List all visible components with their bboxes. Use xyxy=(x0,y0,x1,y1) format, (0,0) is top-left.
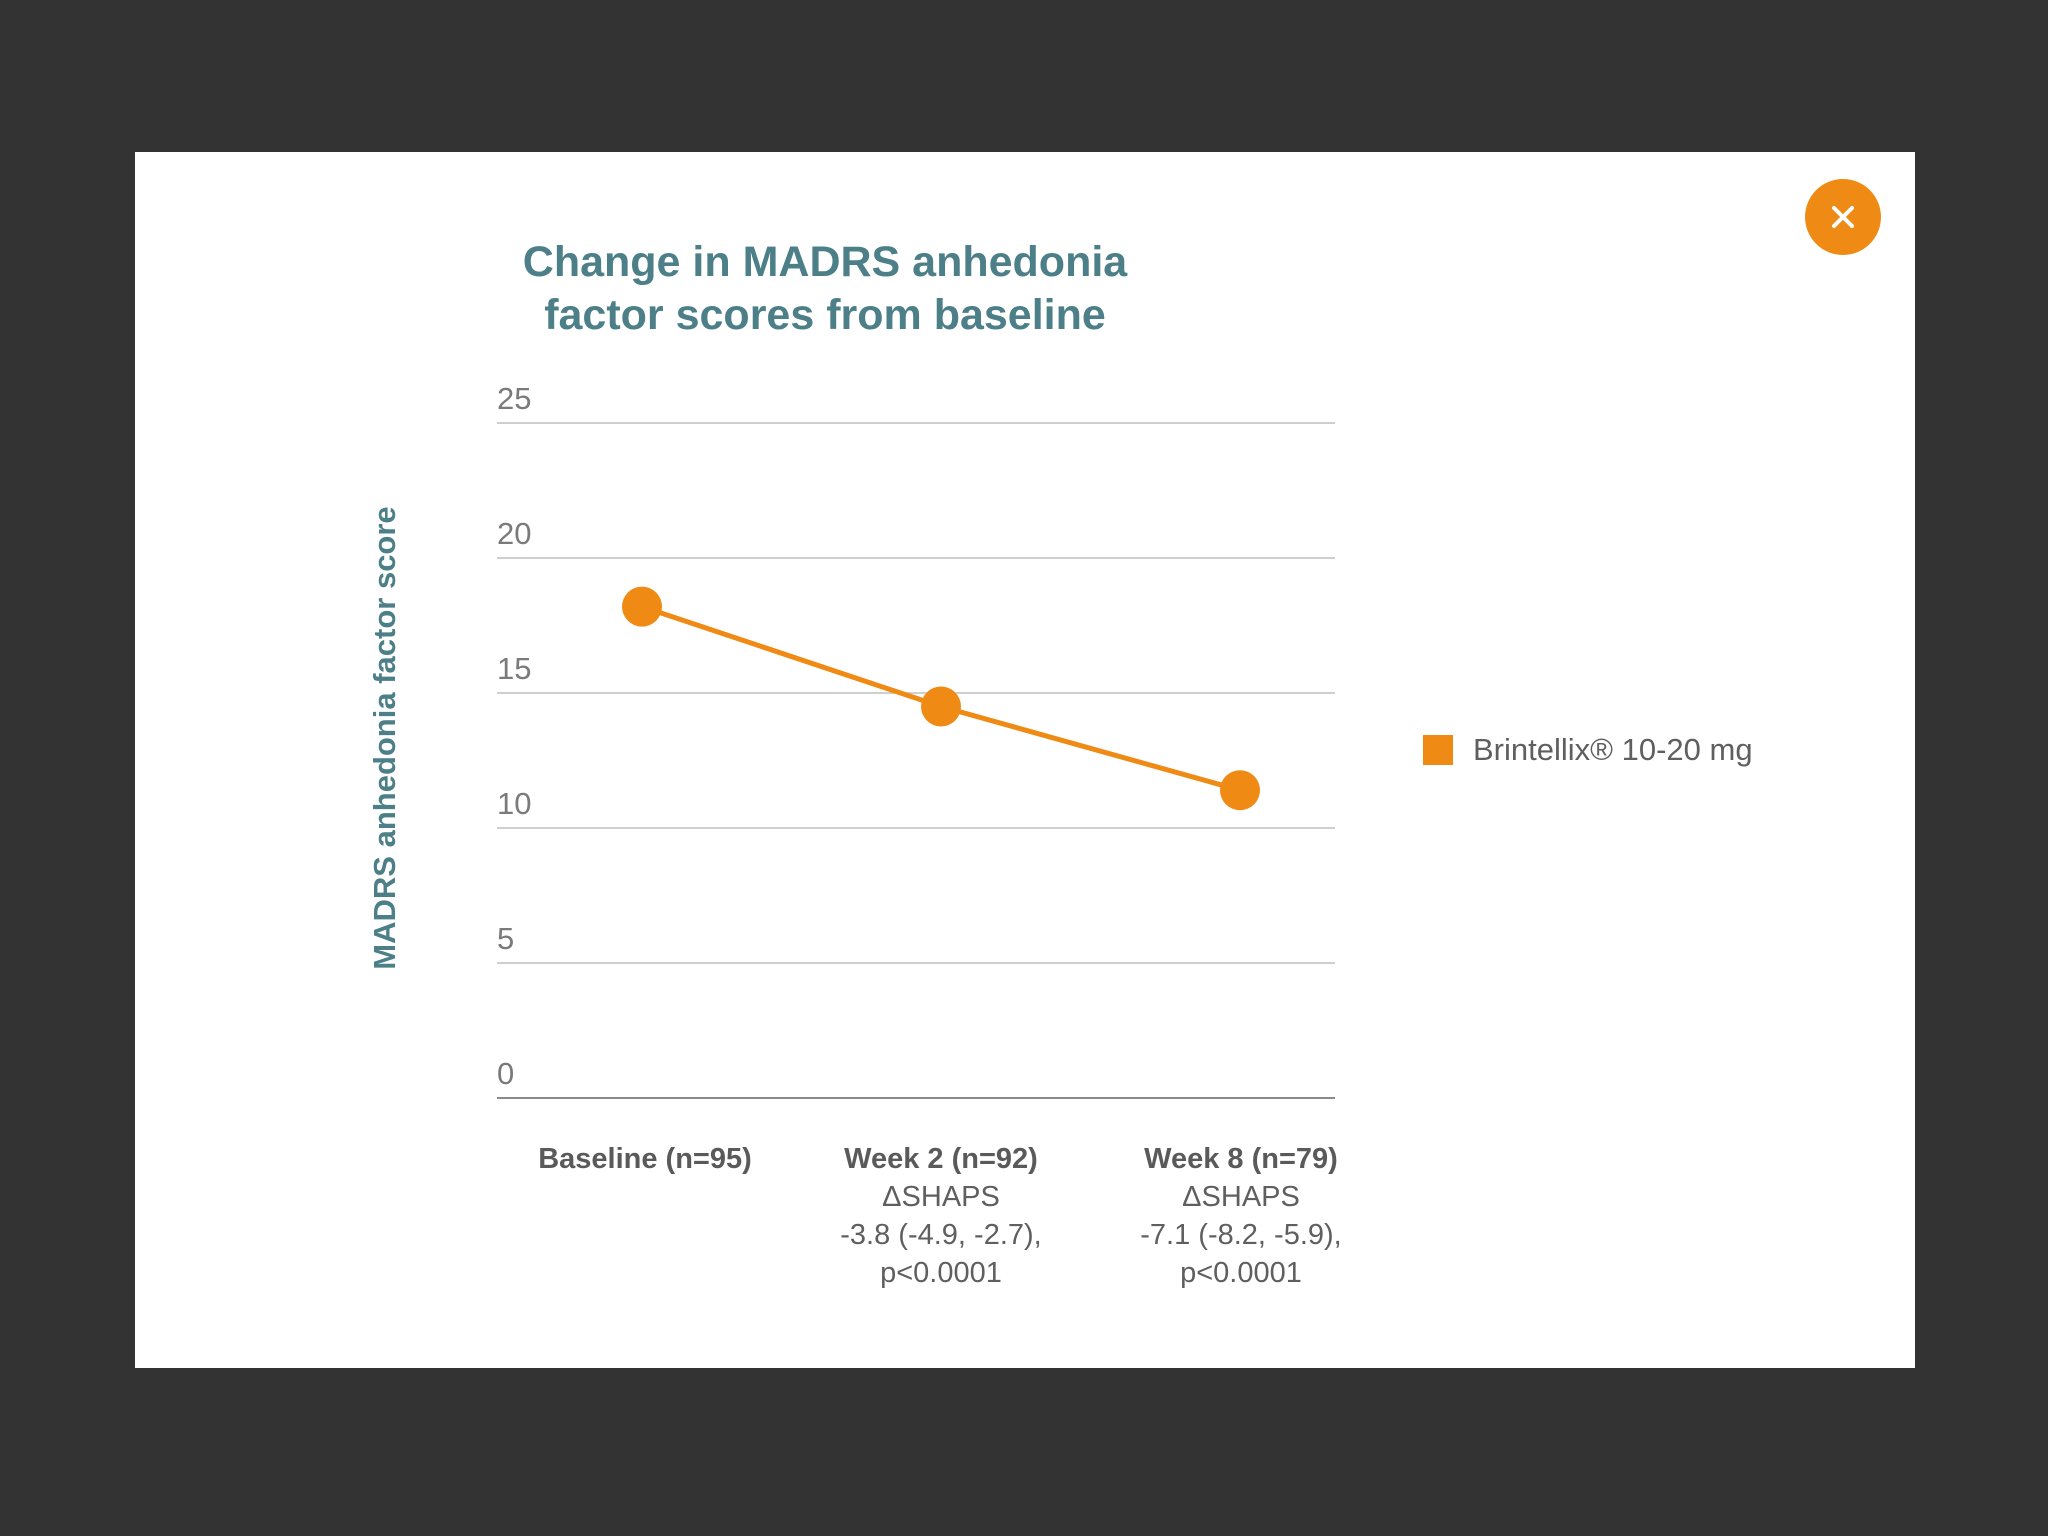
chart-title: Change in MADRS anhedonia factor scores … xyxy=(425,236,1225,342)
y-tick-label: 25 xyxy=(497,381,531,416)
x-category-label: Week 2 (n=92) xyxy=(844,1143,1038,1175)
x-category-label: Week 8 (n=79) xyxy=(1144,1143,1338,1175)
y-tick-label: 20 xyxy=(497,516,531,551)
delta-label: ΔSHAPS xyxy=(1182,1181,1300,1213)
chart-modal: Change in MADRS anhedonia factor scores … xyxy=(135,152,1915,1368)
chart-legend: Brintellix® 10-20 mg xyxy=(1423,732,1753,768)
delta-label: ΔSHAPS xyxy=(882,1181,1000,1213)
data-point xyxy=(622,586,662,627)
line-chart: 0 5 10 15 20 25 xyxy=(497,381,1335,1099)
y-tick-label: 10 xyxy=(497,786,531,821)
chart-title-line-1: Change in MADRS anhedonia xyxy=(522,238,1128,286)
chart-title-line-2: factor scores from baseline xyxy=(544,291,1106,339)
x-category-week-2: Week 2 (n=92) ΔSHAPS -3.8 (-4.9, -2.7), … xyxy=(791,1140,1091,1292)
delta-value: -7.1 (-8.2, -5.9), xyxy=(1140,1219,1342,1251)
y-tick-label: 0 xyxy=(497,1056,514,1091)
y-tick-label: 5 xyxy=(497,921,514,956)
delta-value: -3.8 (-4.9, -2.7), xyxy=(840,1219,1042,1251)
p-value: p<0.0001 xyxy=(1180,1257,1302,1289)
legend-label: Brintellix® 10-20 mg xyxy=(1473,732,1753,767)
p-value: p<0.0001 xyxy=(880,1257,1002,1289)
data-point xyxy=(921,686,961,727)
close-icon xyxy=(1832,206,1854,228)
close-button[interactable] xyxy=(1805,179,1881,255)
legend-swatch xyxy=(1423,735,1453,765)
x-category-label: Baseline (n=95) xyxy=(538,1143,752,1175)
data-point xyxy=(1220,770,1260,811)
y-tick-label: 15 xyxy=(497,651,531,686)
x-category-baseline: Baseline (n=95) xyxy=(495,1140,795,1178)
x-category-week-8: Week 8 (n=79) ΔSHAPS -7.1 (-8.2, -5.9), … xyxy=(1091,1140,1391,1292)
